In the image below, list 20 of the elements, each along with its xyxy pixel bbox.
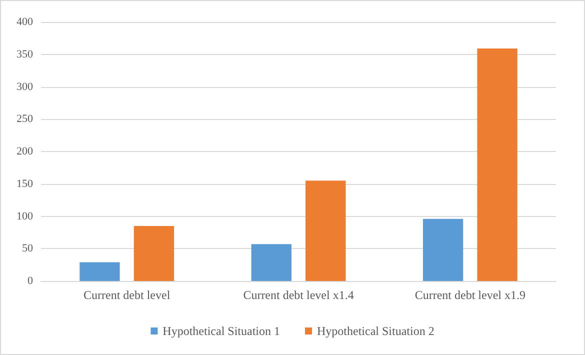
x-tick-label: Current debt level x1.4 [243, 288, 354, 302]
y-tick-label: 300 [16, 80, 34, 93]
x-tick-label: Current debt level x1.9 [414, 288, 526, 302]
y-tick-label: 150 [16, 178, 34, 190]
legend-label: Hypothetical Situation 1 [162, 324, 280, 338]
bar [251, 244, 292, 281]
bar [134, 226, 174, 281]
y-tick-label: 100 [16, 210, 34, 222]
y-tick-label: 0 [28, 275, 34, 287]
bar [80, 262, 120, 281]
y-tick-label: 250 [16, 113, 34, 126]
y-tick-label: 50 [22, 242, 34, 255]
bar [422, 218, 464, 281]
bar [306, 180, 346, 281]
y-tick-label: 400 [16, 16, 34, 28]
x-tick-label: Current debt level [84, 288, 171, 302]
bar [477, 48, 518, 281]
y-tick-label: 200 [16, 146, 34, 158]
legend-label: Hypothetical Situation 2 [317, 324, 434, 338]
y-tick-label: 350 [16, 48, 34, 60]
